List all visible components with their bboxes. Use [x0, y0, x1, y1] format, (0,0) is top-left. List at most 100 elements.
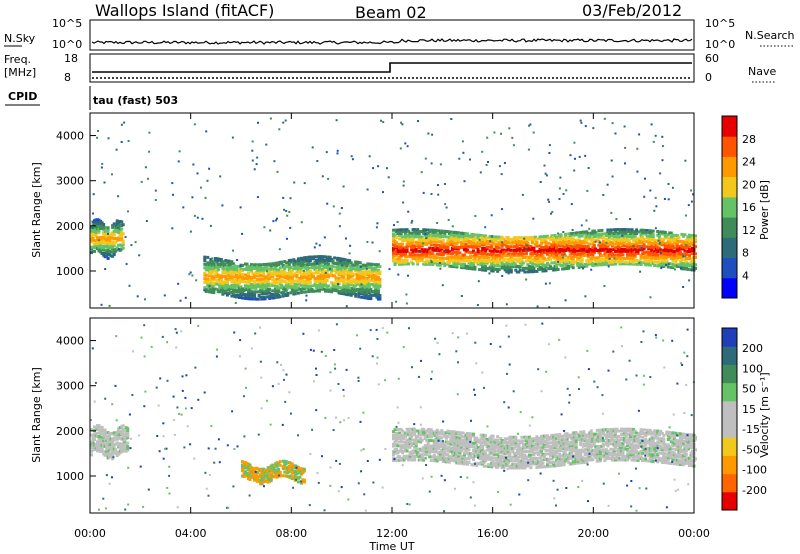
scatter-cell [491, 242, 495, 246]
scatter-cell [544, 269, 548, 273]
scatter-cell [686, 240, 690, 244]
scatter-cell [94, 223, 98, 227]
scatter-cell [647, 256, 651, 260]
noise-cell [338, 225, 341, 228]
scatter-cell [591, 262, 595, 266]
scatter-cell [207, 263, 211, 267]
scatter-cell [514, 263, 518, 267]
scatter-cell [663, 258, 667, 261]
scatter-cell [538, 244, 542, 248]
scatter-cell [629, 246, 633, 250]
scatter-cell [609, 228, 613, 232]
scatter-cell [585, 233, 589, 237]
scatter-cell [402, 260, 406, 264]
scatter-cell [499, 239, 503, 243]
noise-cell [661, 159, 664, 162]
noise-cell [275, 219, 277, 222]
scatter-cell [364, 264, 368, 268]
scatter-cell [364, 285, 368, 289]
scatter-cell [117, 238, 121, 242]
scatter-cell [541, 240, 545, 244]
scatter-cell [322, 269, 326, 273]
scatter-cell [405, 456, 409, 460]
scatter-cell [434, 457, 438, 461]
scatter-cell [455, 260, 459, 263]
scatter-cell [102, 235, 106, 239]
scatter-cell [210, 270, 214, 274]
scatter-cell [111, 450, 115, 453]
scatter-cell [494, 237, 498, 241]
scatter-cell [293, 283, 297, 287]
scatter-cell [247, 289, 250, 293]
scatter-cell [626, 235, 629, 239]
noise-cell [368, 155, 371, 158]
scatter-cell [429, 241, 433, 245]
scatter-cell [334, 285, 338, 289]
scatter-cell [547, 245, 551, 249]
scatter-cell [461, 456, 465, 460]
scatter-cell [527, 237, 531, 241]
scatter-cell [215, 271, 219, 275]
scatter-cell [686, 235, 690, 239]
scatter-cell [363, 272, 367, 276]
scatter-cell [402, 436, 406, 440]
scatter-cell [580, 247, 584, 251]
noise-cell [493, 131, 496, 134]
noise-cell [200, 186, 202, 189]
scatter-cell [395, 235, 398, 239]
scatter-cell [265, 275, 269, 279]
scatter-cell [426, 228, 430, 232]
scatter-cell [686, 237, 690, 241]
scatter-cell [612, 248, 616, 252]
noise-cell [120, 141, 123, 143]
noise-cell [444, 250, 447, 253]
scatter-cell [527, 259, 531, 263]
scatter-cell [247, 286, 250, 290]
noise-cell [211, 257, 214, 260]
noise-cell [460, 295, 463, 297]
scatter-cell [94, 243, 98, 247]
scatter-cell [609, 248, 613, 252]
scatter-cell [535, 262, 539, 266]
noise-cell [351, 158, 354, 161]
scatter-cell [540, 249, 543, 253]
scatter-cell [639, 261, 643, 265]
scatter-cell [422, 433, 426, 437]
scatter-cell [299, 283, 303, 287]
scatter-cell [641, 230, 645, 234]
noise-cell [606, 183, 609, 186]
scatter-cell [467, 448, 471, 452]
scatter-cell [633, 233, 637, 237]
scatter-cell [367, 269, 371, 273]
noise-cell [474, 215, 477, 217]
scatter-cell [428, 435, 432, 439]
scatter-cell [509, 270, 513, 274]
scatter-cell [535, 260, 539, 264]
scatter-cell [367, 273, 371, 277]
scatter-cell [434, 229, 438, 232]
scatter-cell [321, 257, 324, 260]
noise-cell [624, 162, 626, 165]
scatter-cell [585, 241, 589, 245]
scatter-cell [398, 250, 401, 254]
scatter-cell [666, 247, 670, 251]
scatter-cell [316, 284, 320, 288]
scatter-cell [552, 250, 556, 254]
scatter-cell [398, 440, 401, 444]
scatter-cell [533, 255, 537, 259]
scatter-cell [559, 235, 563, 239]
noise-cell [430, 261, 433, 263]
scatter-cell [334, 287, 338, 291]
scatter-cell [392, 248, 395, 252]
scatter-cell [595, 232, 599, 236]
scatter-cell [555, 239, 559, 243]
scatter-cell [620, 249, 623, 253]
scatter-cell [293, 288, 297, 292]
scatter-cell [552, 236, 556, 239]
scatter-cell [425, 262, 429, 266]
scatter-cell [447, 431, 451, 435]
noise-cell [605, 241, 608, 244]
noise-cell [660, 267, 663, 270]
scatter-cell [618, 262, 622, 266]
noise-cell [276, 217, 278, 220]
